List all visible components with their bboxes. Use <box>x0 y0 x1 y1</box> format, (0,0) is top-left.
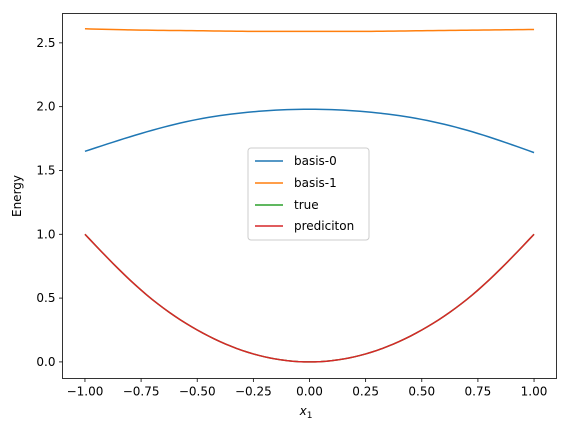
legend-label-basis-1: basis-1 <box>294 176 337 190</box>
series-line-basis-0 <box>84 108 535 154</box>
x-tick-label: 0.50 <box>408 385 435 399</box>
series-line-true <box>84 233 535 363</box>
legend: basis-0 basis-1 true prediciton <box>247 147 370 241</box>
legend-box <box>247 147 370 241</box>
x-axis-label-subscript: 1 <box>307 411 313 421</box>
series-line-prediciton <box>84 233 535 363</box>
series-layer <box>84 28 535 363</box>
y-tick-label: 2.5 <box>36 36 55 50</box>
series-line-basis-1 <box>84 28 535 33</box>
x-tick-label: −0.50 <box>179 385 216 399</box>
y-tick-label: 1.5 <box>36 163 55 177</box>
y-tick-label: 0.5 <box>36 291 55 305</box>
y-axis-label: Energy <box>10 175 24 217</box>
legend-label-true: true <box>294 198 319 212</box>
x-tick-label: 0.00 <box>296 385 323 399</box>
y-tick-label: 1.0 <box>36 227 55 241</box>
y-tick-label: 0.0 <box>36 355 55 369</box>
legend-label-prediciton: prediciton <box>294 219 354 233</box>
y-tick-label: 2.0 <box>36 100 55 114</box>
y-axis-ticks: 0.0 0.5 1.0 1.5 2.0 2.5 <box>36 36 63 369</box>
x-tick-label: 0.75 <box>465 385 492 399</box>
x-tick-label: 1.00 <box>521 385 548 399</box>
x-tick-label: 0.25 <box>352 385 379 399</box>
x-axis-label: x1 <box>299 404 313 421</box>
x-axis-ticks: −1.00 −0.75 −0.50 −0.25 0.00 0.25 0.50 0.75 1.00 <box>67 378 548 399</box>
x-tick-label: −0.75 <box>123 385 160 399</box>
x-tick-label: −0.25 <box>235 385 272 399</box>
legend-label-basis-0: basis-0 <box>294 154 337 168</box>
x-tick-label: −1.00 <box>67 385 104 399</box>
